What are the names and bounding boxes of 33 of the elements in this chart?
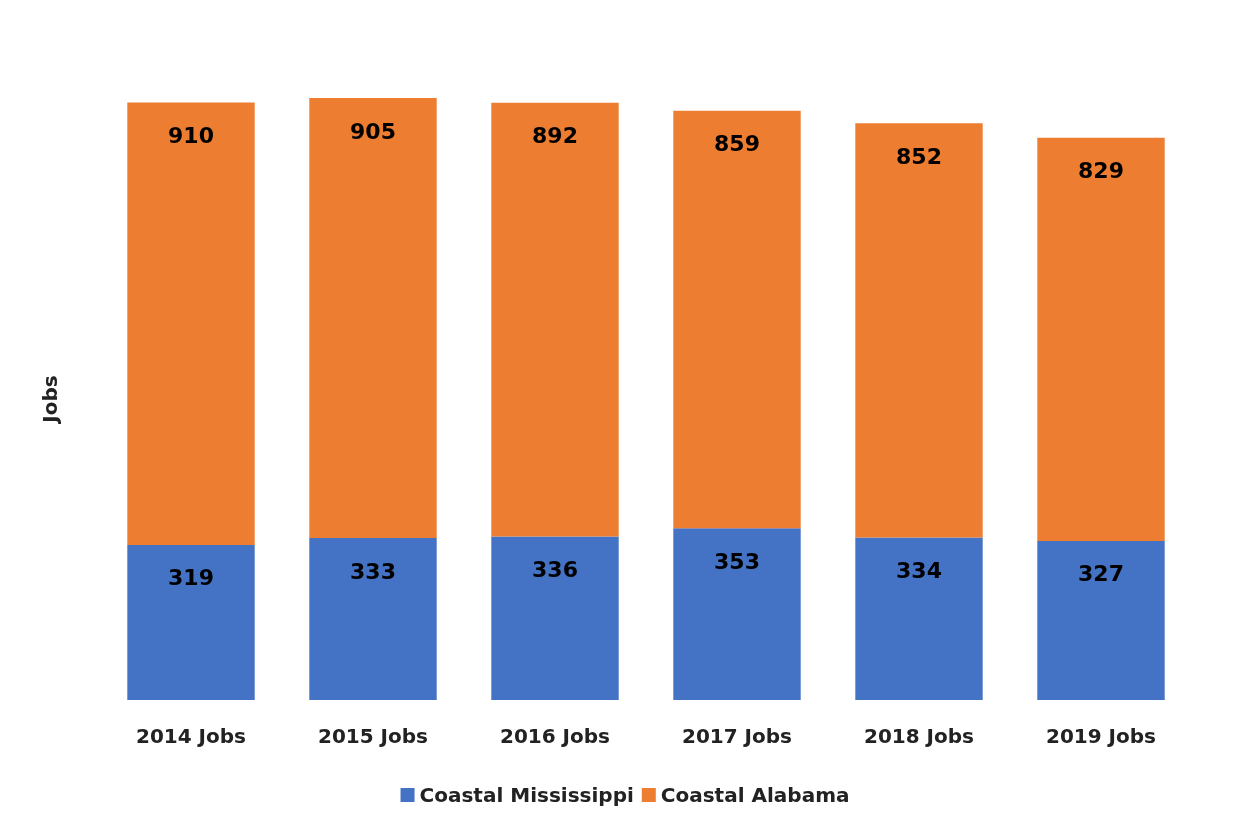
bar [855,123,983,538]
data-label: 859 [714,131,760,157]
bar [673,528,801,700]
data-label: 910 [168,122,214,148]
bar [491,536,619,700]
data-label: 905 [350,118,396,144]
x-tick-label: 2019 Jobs [1045,724,1157,748]
x-tick-label: 2018 Jobs [863,724,975,748]
bar [1037,137,1165,541]
data-label: 333 [350,558,396,584]
legend-label: Coastal Mississippi [419,783,634,807]
bar [127,544,255,700]
data-label: 829 [1078,158,1124,184]
bar [855,537,983,700]
bar [309,98,437,539]
bar [127,102,255,545]
x-tick-label: 2017 Jobs [681,724,793,748]
data-label: 353 [714,548,760,574]
data-label: 892 [532,123,578,149]
x-tick-label: 2015 Jobs [317,724,429,748]
x-tick-label: 2016 Jobs [499,724,611,748]
data-label: 319 [168,565,214,591]
data-label: 852 [896,143,942,169]
data-label: 336 [532,557,578,583]
bar [491,102,619,537]
bar [1037,540,1165,700]
bar [673,110,801,529]
bar [309,538,437,700]
legend-label: Coastal Alabama [660,783,850,807]
y-axis-title: Jobs [38,375,62,425]
data-label: 334 [896,558,942,584]
x-tick-label: 2014 Jobs [135,724,247,748]
data-label: 327 [1078,561,1124,587]
